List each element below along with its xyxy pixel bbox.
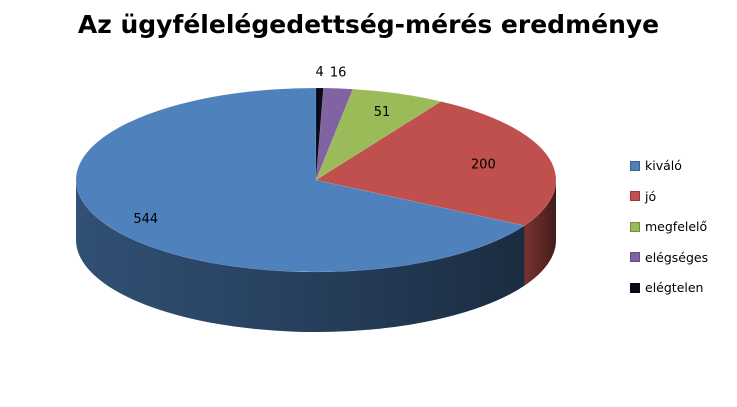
legend-swatch: [630, 160, 640, 171]
legend-swatch: [630, 282, 640, 293]
pie-slice-elégséges: [315, 87, 354, 181]
legend-label: jó: [645, 188, 657, 204]
legend-swatch: [630, 221, 640, 232]
data-label-elégtelen: 4: [316, 65, 324, 80]
pie-slice-kiváló: [75, 87, 526, 273]
data-label-elégséges: 16: [330, 65, 347, 80]
legend-label: elégséges: [645, 249, 709, 265]
legend-swatch: [630, 252, 640, 262]
pie-slice-jó: [315, 101, 557, 226]
data-label-jó: 200: [471, 157, 496, 172]
legend-item-elégtelen: elégtelen: [630, 280, 730, 295]
pie-side-shade: [75, 180, 525, 333]
legend-label: kiváló: [645, 158, 682, 173]
legend: kiváló jó megfelelő elégséges elégtelen: [630, 158, 730, 311]
legend-label: megfelelő: [645, 219, 708, 234]
legend-label: elégtelen: [645, 280, 704, 295]
legend-item-megfelelő: megfelelő: [630, 219, 730, 234]
legend-item-elégséges: elégséges: [630, 250, 730, 265]
data-label-megfelelő: 51: [374, 105, 391, 120]
pie-side-shade: [524, 180, 556, 286]
legend-swatch: [630, 191, 640, 201]
chart-title: Az ügyfélelégedettség-mérés eredménye: [77, 10, 660, 39]
data-label-kiváló: 544: [133, 212, 158, 227]
legend-item-kiváló: kiváló: [630, 158, 730, 173]
pie-slice-elégtelen: [315, 87, 324, 181]
pie-slice-megfelelő: [315, 88, 442, 181]
legend-item-jó: jó: [630, 189, 730, 204]
